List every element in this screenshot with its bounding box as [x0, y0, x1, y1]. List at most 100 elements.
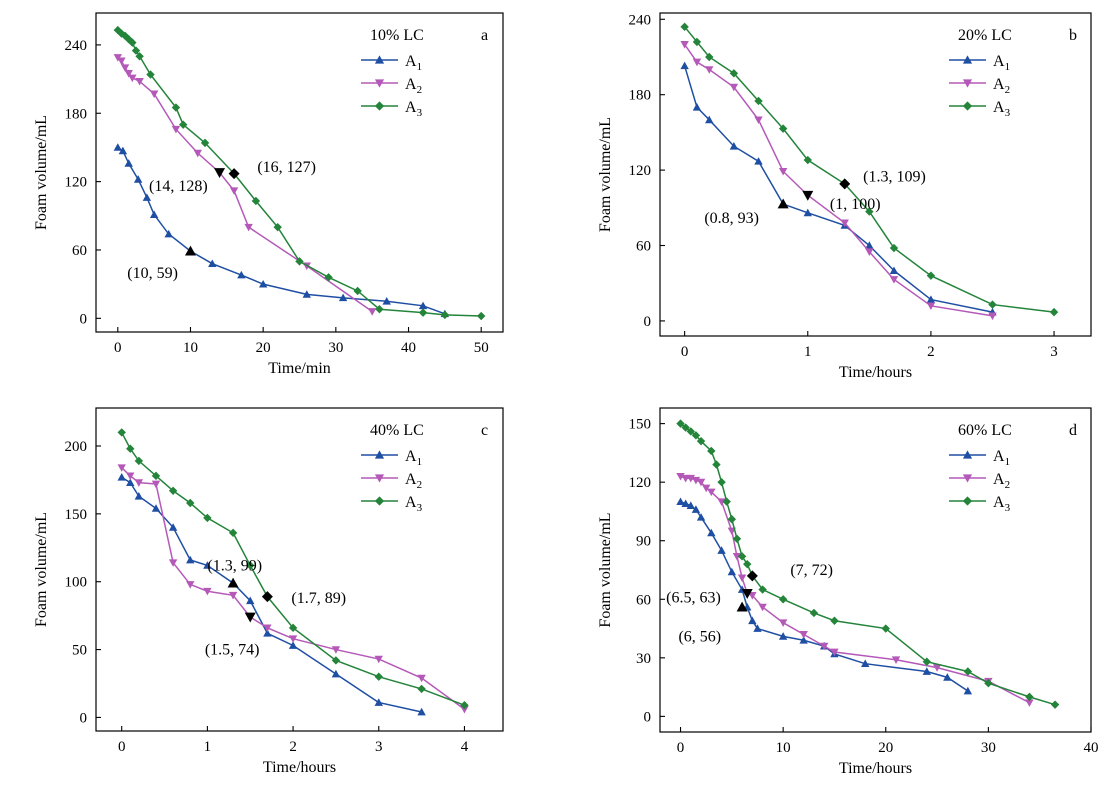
data-point-A3: [128, 38, 137, 47]
data-point-A1: [803, 208, 812, 217]
annotation-marker: [214, 168, 226, 178]
legend-label-A3: A3: [405, 99, 423, 119]
data-point-A1: [676, 497, 685, 506]
panel-title: 20% LC: [958, 27, 1012, 44]
annotation-marker: [244, 612, 256, 623]
series-line-A1: [117, 146, 446, 315]
data-point-A3: [117, 428, 126, 437]
data-point-A3: [881, 624, 890, 633]
annotation-label: (1.5, 74): [205, 642, 260, 659]
annotation-label: (1.3, 109): [863, 168, 926, 185]
data-point-A1: [168, 523, 178, 531]
legend-marker-A2: [374, 474, 385, 483]
x-axis-label: Time/hours: [839, 364, 912, 381]
data-point-A3: [124, 35, 133, 44]
data-point-A3: [830, 616, 839, 625]
data-point-A3: [251, 196, 261, 206]
data-point-A2: [865, 248, 874, 256]
data-point-A2: [149, 90, 159, 99]
plot-frame: [95, 407, 504, 732]
data-point-A2: [117, 57, 126, 66]
data-point-A1: [727, 567, 737, 576]
data-point-A1: [302, 290, 311, 298]
legend-label-A1: A1: [405, 448, 422, 468]
data-point-A3: [692, 37, 702, 47]
data-point-A1: [705, 115, 714, 124]
panel-letter: d: [1069, 422, 1077, 439]
data-point-A1: [142, 193, 152, 201]
data-point-A2: [134, 479, 144, 487]
y-axis-label: Foam volume/mL: [33, 512, 50, 627]
data-point-A2: [168, 559, 178, 567]
data-point-A3: [418, 308, 428, 317]
annotation-marker: [741, 589, 753, 599]
data-point-A2: [117, 464, 126, 472]
data-point-A3: [331, 656, 341, 665]
annotation-label: (6, 56): [678, 628, 721, 645]
annotation-label: (10, 59): [127, 265, 178, 282]
legend-label-A2: A2: [993, 471, 1010, 491]
data-point-A1: [778, 632, 788, 640]
data-point-A3: [273, 222, 282, 232]
data-point-A2: [120, 64, 130, 72]
x-tick-label: 4: [461, 739, 469, 755]
data-point-A3: [729, 69, 739, 78]
data-point-A1: [331, 669, 341, 678]
data-point-A3: [120, 31, 130, 40]
data-point-A3: [324, 273, 333, 282]
x-tick-label: 2: [289, 739, 297, 755]
data-point-A1: [865, 241, 874, 249]
data-point-A3: [727, 515, 737, 524]
data-point-A3: [680, 22, 689, 32]
legend-marker-A2: [374, 79, 385, 88]
data-point-A1: [963, 686, 973, 695]
annotation-marker: [227, 577, 239, 588]
series-A3: [113, 25, 486, 321]
legend-label-A1: A1: [993, 448, 1010, 468]
y-tick-label: 120: [629, 163, 652, 179]
data-point-A3: [754, 96, 763, 106]
annotation-label: (7, 72): [790, 562, 833, 579]
data-point-A2: [686, 474, 695, 483]
annotation-marker: [228, 168, 240, 180]
data-point-A2: [926, 302, 936, 311]
y-tick-label: 60: [72, 243, 87, 259]
data-point-A1: [681, 499, 690, 507]
data-point-A3: [743, 559, 752, 569]
x-tick-label: 0: [114, 340, 122, 356]
data-point-A3: [135, 52, 144, 61]
panel-b: 0 1 2 3 0 60 120 180 240 Time/hours Foam volume/mL…: [597, 12, 1092, 381]
legend-marker-A2: [962, 79, 973, 88]
data-point-A2: [193, 149, 202, 158]
y-tick-label: 180: [629, 88, 652, 104]
y-tick-label: 120: [65, 175, 88, 191]
data-point-A2: [737, 574, 747, 583]
x-tick-label: 20: [256, 340, 271, 356]
data-point-A2: [799, 631, 808, 639]
data-point-A3: [295, 257, 304, 266]
panel-letter: a: [481, 27, 488, 44]
data-point-A3: [246, 561, 255, 570]
series-A2: [117, 464, 469, 714]
data-point-A1: [151, 504, 161, 512]
data-point-A3: [722, 497, 731, 506]
panel-letter: c: [481, 422, 488, 439]
data-point-A3: [134, 456, 144, 466]
annotation-label: (14, 128): [149, 178, 208, 195]
data-point-A1: [729, 142, 739, 150]
data-point-A3: [717, 477, 726, 487]
x-tick-label: 30: [981, 740, 996, 756]
annotation-marker: [746, 570, 758, 582]
legend-label-A2: A2: [993, 76, 1010, 96]
data-point-A1: [799, 636, 808, 644]
x-tick-label: 0: [681, 344, 689, 360]
data-point-A2: [692, 58, 702, 67]
legend: A1 A2 A3: [361, 448, 423, 514]
legend-marker-A1: [962, 55, 973, 64]
legend-label-A3: A3: [993, 494, 1011, 514]
data-point-A2: [691, 476, 701, 485]
y-tick-label: 30: [636, 651, 651, 667]
data-point-A2: [374, 655, 383, 664]
data-point-A2: [288, 635, 298, 643]
